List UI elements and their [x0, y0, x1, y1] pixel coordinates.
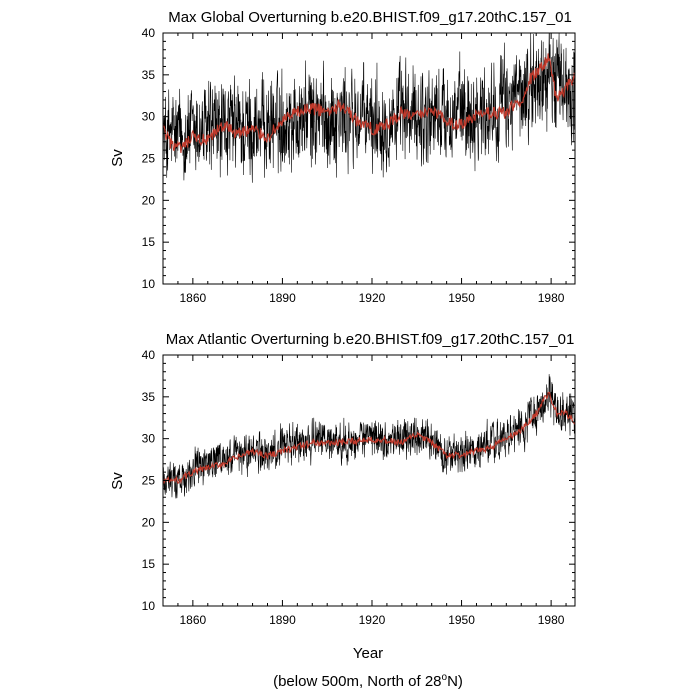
atlantic-overturning-panel: Max Atlantic Overturning b.e20.BHIST.f09… — [109, 331, 576, 662]
smoothed-series-line — [163, 53, 575, 153]
y-tick-label: 20 — [142, 193, 156, 207]
monthly-series-line — [163, 33, 575, 191]
x-tick-label: 1860 — [180, 291, 207, 305]
y-tick-label: 35 — [142, 390, 156, 404]
x-tick-label: 1950 — [448, 291, 475, 305]
y-tick-label: 25 — [142, 152, 156, 166]
global-y-axis-label: Sv — [109, 149, 126, 167]
y-tick-label: 35 — [142, 68, 156, 82]
y-tick-label: 25 — [142, 474, 156, 488]
x-tick-label: 1890 — [269, 613, 296, 627]
y-tick-label: 30 — [142, 110, 156, 124]
smoothed-series-line — [163, 391, 575, 485]
x-tick-label: 1980 — [538, 291, 565, 305]
plot-frame — [162, 32, 576, 285]
plot-frame — [162, 354, 576, 607]
caption-suffix: N) — [447, 673, 463, 690]
atlantic-plot-area: 1860 1890 1920 1950 1980 10 15 20 25 30 35 40 — [142, 348, 576, 627]
global-chart-title: Max Global Overturning b.e20.BHIST.f09_g… — [168, 9, 572, 26]
caption-prefix: (below 500m, North of 28 — [273, 673, 441, 690]
y-tick-label: 10 — [142, 277, 156, 291]
y-tick-label: 20 — [142, 515, 156, 529]
x-tick-label: 1920 — [359, 291, 386, 305]
figure-caption: (below 500m, North of 28oN) — [273, 672, 463, 690]
global-plot-area: 1860 1890 1920 1950 1980 10 15 20 25 30 35 40 — [142, 26, 576, 305]
atlantic-x-axis-label: Year — [353, 645, 383, 662]
caption-degree: o — [442, 672, 448, 683]
x-tick-label: 1950 — [448, 613, 475, 627]
y-tick-label: 15 — [142, 557, 156, 571]
x-tick-label: 1890 — [269, 291, 296, 305]
x-tick-label: 1980 — [538, 613, 565, 627]
x-tick-label: 1860 — [180, 613, 207, 627]
atlantic-chart-title: Max Atlantic Overturning b.e20.BHIST.f09… — [166, 331, 575, 348]
y-tick-label: 40 — [142, 348, 156, 362]
y-tick-label: 30 — [142, 432, 156, 446]
global-overturning-panel: Max Global Overturning b.e20.BHIST.f09_g… — [109, 9, 576, 305]
monthly-series-line — [163, 374, 575, 499]
y-tick-label: 15 — [142, 235, 156, 249]
atlantic-y-axis-label: Sv — [109, 472, 126, 490]
y-tick-label: 40 — [142, 26, 156, 40]
y-tick-label: 10 — [142, 599, 156, 613]
x-tick-label: 1920 — [359, 613, 386, 627]
